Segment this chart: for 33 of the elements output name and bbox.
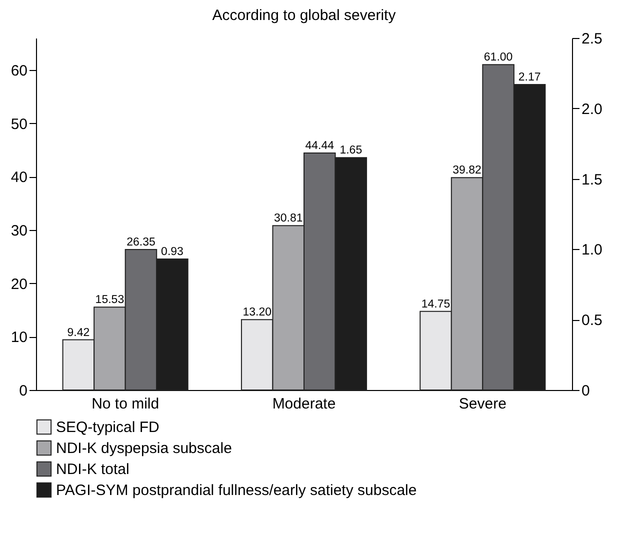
data-label: 13.20 bbox=[242, 306, 272, 319]
data-label: 1.65 bbox=[340, 144, 362, 157]
data-label: 0.93 bbox=[161, 246, 184, 258]
data-label: 26.35 bbox=[126, 236, 156, 248]
data-label: 30.81 bbox=[274, 212, 303, 225]
y-tick-label: 10 bbox=[10, 329, 28, 346]
y2-tick-label: 2.5 bbox=[582, 30, 602, 48]
data-label: 2.17 bbox=[518, 71, 541, 84]
y-tick-label: 40 bbox=[10, 169, 28, 186]
y2-tick-label: 0.5 bbox=[582, 312, 602, 330]
data-label: 61.00 bbox=[484, 52, 513, 64]
legend-label: PAGI-SYM postprandial fullness/early satiety subscale bbox=[56, 482, 417, 499]
y-tick-label: 20 bbox=[10, 276, 28, 293]
data-label: 14.75 bbox=[421, 298, 450, 310]
legend-label: NDI-K dyspepsia subscale bbox=[56, 440, 232, 457]
y-tick-label: 50 bbox=[10, 116, 28, 133]
y2-tick-label: 2.0 bbox=[582, 100, 602, 118]
data-label: 9.42 bbox=[67, 326, 90, 339]
x-tick-label: Moderate bbox=[272, 396, 336, 412]
y2-tick-label: 0 bbox=[582, 382, 590, 400]
data-label: 15.53 bbox=[95, 294, 124, 306]
data-label: 44.44 bbox=[305, 140, 335, 152]
y2-tick-label: 1.5 bbox=[582, 171, 602, 188]
legend-label: NDI-K total bbox=[56, 461, 130, 478]
legend-label: SEQ-typical FD bbox=[56, 419, 160, 436]
y-tick-label: 0 bbox=[19, 382, 28, 400]
y-tick-label: 30 bbox=[10, 222, 28, 240]
x-tick-label: No to mild bbox=[92, 396, 160, 412]
data-label: 39.82 bbox=[452, 164, 482, 177]
y-tick-label: 60 bbox=[10, 62, 28, 80]
x-tick-label: Severe bbox=[458, 396, 506, 412]
chart-title: According to global severity bbox=[212, 7, 396, 24]
y2-tick-label: 1.0 bbox=[582, 242, 602, 259]
